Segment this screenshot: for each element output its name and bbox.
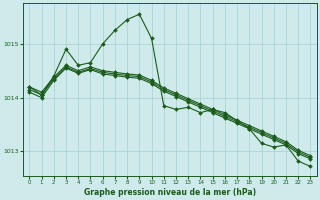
- X-axis label: Graphe pression niveau de la mer (hPa): Graphe pression niveau de la mer (hPa): [84, 188, 256, 197]
